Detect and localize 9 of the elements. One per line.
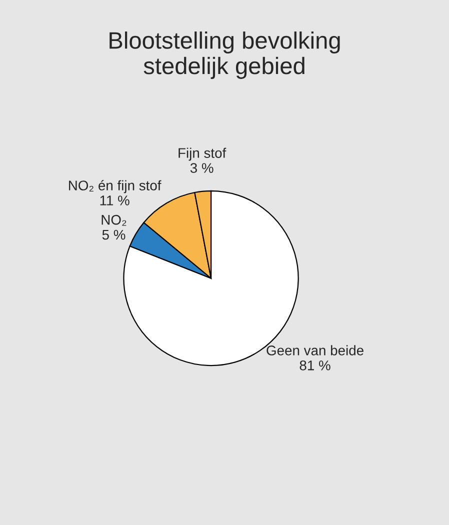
slice-label: Fijn stof (178, 148, 226, 161)
slice-label: Geen van beide (266, 345, 364, 356)
slice-label: NO₂ én fijn stof (69, 180, 162, 194)
chart-title: Blootstelling bevolking stedelijk gebied (110, 32, 340, 79)
data-label: 81 % (300, 360, 330, 370)
slice-label: NO₂ (102, 214, 126, 226)
data-label: 11 % (100, 196, 130, 206)
data-label: 5 % (102, 230, 126, 240)
data-label: 3 % (190, 163, 214, 173)
